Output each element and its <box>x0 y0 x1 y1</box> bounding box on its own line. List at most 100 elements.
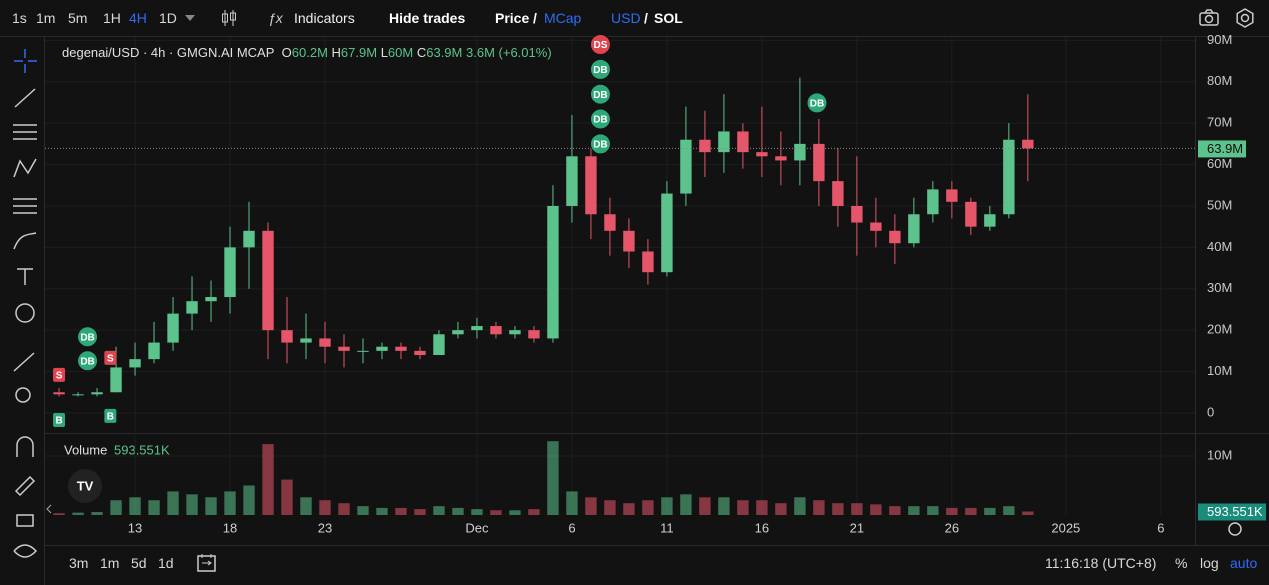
eye-tool[interactable] <box>13 544 38 558</box>
candle-body <box>813 143 825 182</box>
settings-icon[interactable] <box>1234 7 1256 29</box>
interval[interactable]: 5m <box>68 10 88 26</box>
y-tick-label: 60M <box>1207 156 1232 171</box>
candle-body <box>110 367 122 393</box>
range-button[interactable]: 1d <box>158 555 174 571</box>
x-tick-label: 11 <box>660 520 674 535</box>
candle-body <box>205 297 217 302</box>
percent-toggle[interactable]: % <box>1175 555 1188 571</box>
x-tick-label: 6 <box>1157 520 1164 535</box>
trade-marker <box>806 92 828 114</box>
trade-marker-label: DB <box>593 65 607 76</box>
candle-body <box>167 313 179 343</box>
separator: / <box>533 10 537 26</box>
fib-tool[interactable] <box>13 198 37 214</box>
candle-body <box>300 338 312 343</box>
volume-bar <box>908 506 920 515</box>
auto-toggle[interactable]: auto <box>1230 555 1258 571</box>
candle-body <box>699 139 711 153</box>
legend-change: 3.6M <box>466 45 495 60</box>
volume-bar <box>699 497 711 515</box>
date-range-icon[interactable] <box>196 553 218 573</box>
sol-toggle[interactable]: SOL <box>654 10 683 26</box>
trade-marker-label: S <box>107 354 114 365</box>
zoom-tool[interactable] <box>15 387 31 403</box>
interval[interactable]: 4H <box>129 10 147 26</box>
volume-bar <box>965 507 977 515</box>
candle-body <box>243 230 255 248</box>
trade-marker <box>53 367 66 382</box>
trade-marker <box>77 350 99 372</box>
log-toggle[interactable]: log <box>1200 555 1219 571</box>
candle-body <box>1022 139 1034 149</box>
interval[interactable]: 1s <box>12 10 27 26</box>
volume-bar <box>832 503 844 515</box>
range-button[interactable]: 3m <box>69 555 89 571</box>
interval[interactable]: 1D <box>159 10 177 26</box>
volume-bar <box>53 513 65 515</box>
axis-settings[interactable] <box>1228 522 1242 536</box>
candle-body <box>965 201 977 227</box>
trade-marker-label: DB <box>593 140 607 151</box>
emoji-tool[interactable] <box>15 303 35 323</box>
scroll-left[interactable] <box>46 504 52 514</box>
candle-body <box>1003 139 1015 215</box>
volume-bar <box>509 510 521 515</box>
candle-body <box>718 131 730 153</box>
volume-bar <box>319 500 331 515</box>
candle-body <box>547 205 559 339</box>
candle-body <box>357 350 369 352</box>
candle-body <box>224 247 236 298</box>
volume-bar <box>794 497 806 515</box>
lock-drawing-tool[interactable] <box>14 475 36 497</box>
volume-bar <box>870 504 882 515</box>
interval[interactable]: 1m <box>36 10 56 26</box>
legend-key: C <box>416 45 427 60</box>
camera-icon[interactable] <box>1198 8 1220 28</box>
magnet-tool[interactable] <box>16 436 34 457</box>
price-toggle[interactable]: Price <box>495 10 530 26</box>
usd-toggle[interactable]: USD <box>611 10 641 26</box>
candle-body <box>148 342 160 360</box>
volume-bar <box>889 506 901 515</box>
indicators-button[interactable]: Indicators <box>294 10 355 26</box>
candle-body <box>585 156 597 215</box>
pattern-tool[interactable] <box>13 158 37 178</box>
candle-body <box>414 350 426 356</box>
y-tick-label: 10M <box>1207 447 1232 462</box>
volume-label: Volume <box>64 442 107 457</box>
candle-body <box>281 330 293 343</box>
hide-trades-button[interactable]: Hide trades <box>389 10 466 26</box>
ruler-tool[interactable] <box>13 352 35 372</box>
x-tick-label: 21 <box>850 520 864 535</box>
dropdown-arrow[interactable] <box>184 13 196 23</box>
clock: 11:16:18 (UTC+8) <box>1045 555 1157 571</box>
volume-bar <box>642 500 654 515</box>
trade-marker-label: DB <box>810 99 824 110</box>
volume-bar <box>471 509 483 515</box>
line-tool[interactable] <box>14 88 36 108</box>
range-button[interactable]: 5d <box>131 555 147 571</box>
crosshair-tool[interactable] <box>14 49 37 73</box>
x-tick-label: 2025 <box>1051 520 1080 535</box>
range-button[interactable]: 1m <box>100 555 120 571</box>
candle-body <box>452 330 464 335</box>
last-volume-badge <box>1198 503 1266 521</box>
trade-marker <box>589 58 611 80</box>
chart-style-icon[interactable] <box>220 9 240 27</box>
lock-tool[interactable] <box>16 514 34 527</box>
interval[interactable]: 1H <box>103 10 121 26</box>
candle-body <box>376 346 388 351</box>
text-tool[interactable] <box>17 268 33 285</box>
fx-icon[interactable]: ƒx <box>268 10 283 26</box>
candle-body <box>262 230 274 331</box>
mcap-toggle[interactable]: MCap <box>544 10 582 26</box>
brush-tool[interactable] <box>13 232 37 250</box>
legend-key: H <box>331 45 341 60</box>
volume-bar <box>680 494 692 515</box>
x-tick-label: 23 <box>318 520 332 535</box>
volume-bar <box>623 503 635 515</box>
channel-tool[interactable] <box>13 124 37 140</box>
volume-bar <box>946 507 958 515</box>
